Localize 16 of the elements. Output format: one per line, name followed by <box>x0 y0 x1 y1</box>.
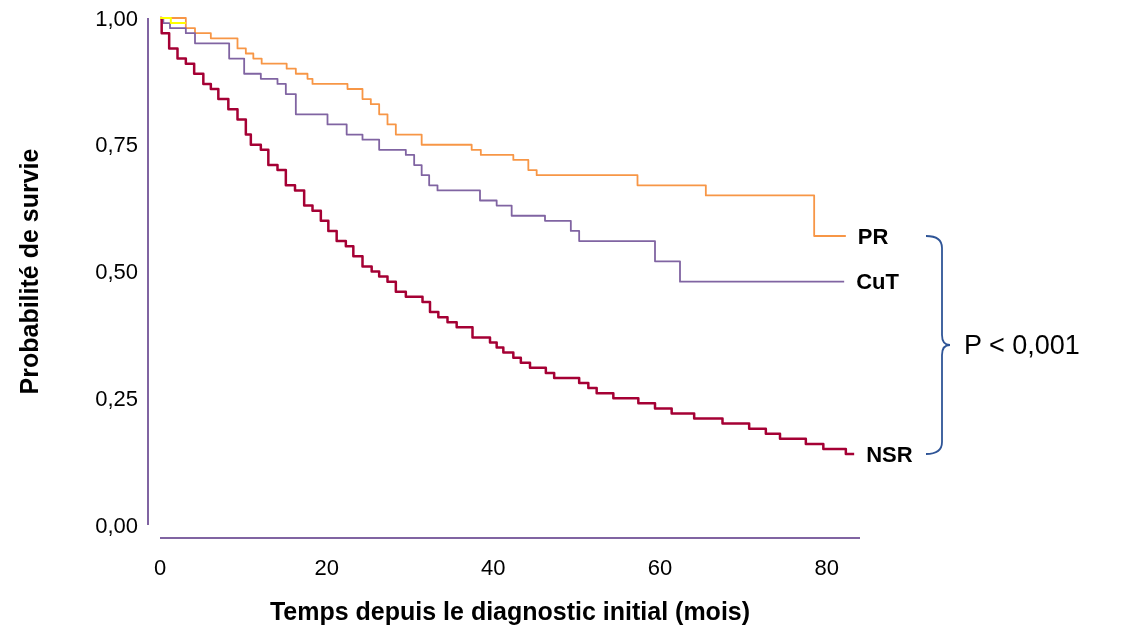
x-tick-label: 40 <box>481 555 506 580</box>
x-tick-label: 20 <box>314 555 339 580</box>
x-tick-label: 60 <box>647 555 673 580</box>
text: P < 0,001 <box>964 330 1080 361</box>
x-tick-label: 80 <box>814 555 839 580</box>
y-tick-label: 0,75 <box>95 132 138 158</box>
series-label: NSR <box>866 441 913 467</box>
series-label: PR <box>857 223 889 249</box>
y-tick-label: 1,00 <box>95 5 138 31</box>
y-axis-title: Probabilité de survie <box>15 148 43 395</box>
y-tick-label: 0,50 <box>95 259 138 284</box>
x-axis-title: Temps depuis le diagnostic initial (mois) <box>269 597 751 625</box>
series-label: CuT <box>856 269 900 295</box>
y-tick-label: 0,00 <box>95 512 138 538</box>
y-tick-label: 0,25 <box>95 385 138 411</box>
x-tick-label: 0 <box>153 555 167 580</box>
